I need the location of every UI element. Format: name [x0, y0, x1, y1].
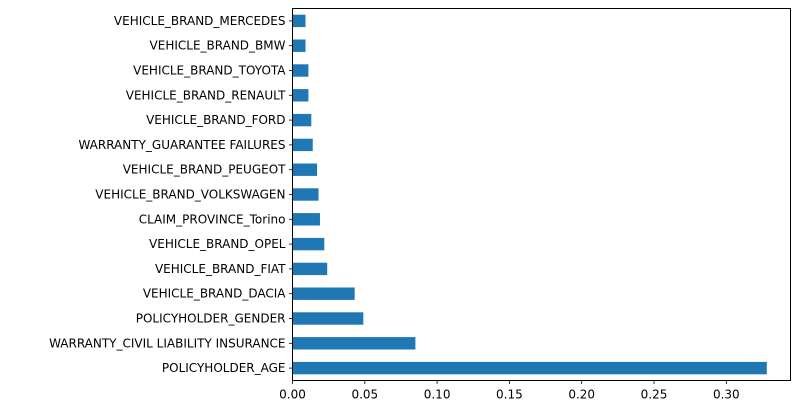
bar-11 — [292, 89, 309, 102]
y-tick-label-5: VEHICLE_BRAND_OPEL — [149, 237, 286, 251]
bar-0 — [292, 361, 767, 375]
bar-13 — [292, 39, 306, 52]
x-tick-label-3: 0.15 — [496, 388, 523, 402]
x-tick-label-6: 0.30 — [713, 388, 740, 402]
plot-frame — [292, 8, 791, 381]
bar-12 — [292, 64, 309, 77]
y-tick-label-4: VEHICLE_BRAND_FIAT — [155, 262, 286, 276]
bar-2 — [292, 312, 364, 325]
x-axis-ticks: 0.00 0.05 0.10 0.15 0.20 0.25 0.30 — [279, 380, 740, 402]
bar-5 — [292, 237, 325, 251]
y-tick-label-12: VEHICLE_BRAND_TOYOTA — [133, 64, 286, 78]
bar-4 — [292, 262, 328, 276]
bar-7 — [292, 188, 319, 201]
x-tick-label-4: 0.20 — [568, 388, 595, 402]
bars-group — [292, 14, 767, 375]
y-tick-label-3: VEHICLE_BRAND_DACIA — [143, 287, 286, 301]
x-tick-label-5: 0.25 — [641, 388, 668, 402]
y-tick-label-0: POLICYHOLDER_AGE — [162, 361, 286, 375]
x-tick-label-0: 0.00 — [279, 388, 306, 402]
y-axis-ticks: POLICYHOLDER_AGE WARRANTY_CIVIL LIABILITY… — [49, 14, 293, 375]
y-tick-label-1: WARRANTY_CIVIL LIABILITY INSURANCE — [49, 336, 285, 350]
bar-3 — [292, 287, 355, 300]
x-tick-label-1: 0.05 — [351, 388, 378, 402]
y-tick-label-13: VEHICLE_BRAND_BMW — [150, 39, 286, 53]
bar-10 — [292, 113, 312, 127]
y-tick-label-6: CLAIM_PROVINCE_Torino — [139, 212, 286, 226]
y-tick-label-11: VEHICLE_BRAND_RENAULT — [126, 88, 286, 102]
y-tick-label-2: POLICYHOLDER_GENDER — [136, 312, 286, 326]
y-tick-label-14: VEHICLE_BRAND_MERCEDES — [114, 14, 286, 28]
x-tick-label-2: 0.10 — [424, 388, 451, 402]
bar-8 — [292, 163, 318, 176]
bar-1 — [292, 337, 416, 350]
bar-9 — [292, 138, 313, 152]
y-tick-label-10: VEHICLE_BRAND_FORD — [146, 113, 285, 127]
bar-14 — [292, 14, 306, 28]
y-tick-label-7: VEHICLE_BRAND_VOLKSWAGEN — [95, 188, 285, 202]
bar-6 — [292, 213, 320, 226]
y-tick-label-8: VEHICLE_BRAND_PEUGEOT — [123, 163, 286, 177]
y-tick-label-9: WARRANTY_GUARANTEE FAILURES — [78, 138, 285, 152]
